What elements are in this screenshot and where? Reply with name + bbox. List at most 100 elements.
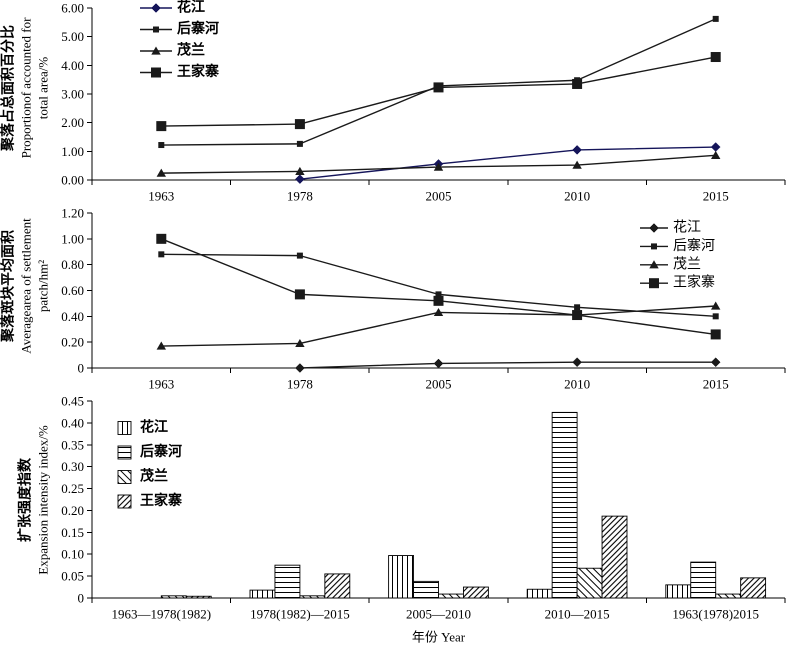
x-tick-label: 2005—2010 (406, 607, 471, 622)
data-point (156, 341, 166, 350)
data-point (294, 289, 305, 300)
x-tick-label: 2010—2015 (545, 607, 610, 622)
y-tick-label: 4.00 (61, 58, 84, 73)
y-tick-label: 0.15 (61, 525, 84, 540)
legend-label: 花江 (673, 220, 701, 236)
bar (413, 580, 439, 599)
series-line (161, 18, 716, 146)
series-line (161, 238, 716, 336)
data-point (572, 78, 583, 89)
data-point (710, 329, 721, 340)
y-tick-label: 0.20 (61, 335, 84, 350)
data-point (295, 174, 305, 184)
bar (274, 564, 301, 599)
y-axis-title-line: Expansion intensity index/% (36, 425, 51, 575)
x-tick-label: 1978 (287, 377, 313, 392)
y-tick-label: 0.25 (61, 481, 84, 496)
data-point (711, 150, 721, 159)
y-tick-label: 0.10 (61, 547, 84, 562)
bar (324, 573, 351, 599)
data-point (710, 357, 721, 368)
legend-item: 茂兰 (640, 255, 701, 272)
bar (526, 588, 553, 599)
legend-marker (151, 3, 161, 13)
y-tick-label: 0.05 (61, 569, 84, 584)
legend-item: 茂兰 (140, 42, 205, 59)
bar (715, 593, 742, 599)
legend-swatch (117, 421, 132, 435)
series-1 (295, 142, 721, 184)
y-axis-title: 聚落占总面积百分比 Proportionof accounted for total… (0, 17, 51, 158)
y-axis-title-line: Proportionof accounted for (19, 17, 34, 158)
legend-label: 后寨河 (177, 20, 219, 37)
series-4 (156, 52, 721, 132)
x-tick-label: 2005 (426, 189, 452, 204)
x-tick-label: 2015 (703, 189, 729, 204)
bar (388, 555, 415, 599)
series-line (299, 361, 716, 369)
series-line (161, 253, 716, 318)
legend-swatch (117, 470, 132, 484)
series-2 (274, 411, 717, 599)
legend-swatch (117, 445, 132, 460)
y-tick-label: 0.20 (61, 503, 84, 518)
data-point (158, 251, 165, 258)
y-axis-title-line: total area/% (36, 57, 51, 120)
y-axis-title-line: patch/hm² (36, 260, 51, 312)
data-point (433, 295, 444, 306)
x-tick-label: 2015 (703, 377, 729, 392)
y-tick-label: 6.00 (61, 1, 84, 16)
y-tick-label: 2.00 (61, 115, 84, 130)
data-point (712, 15, 719, 22)
data-point (572, 357, 582, 368)
y-tick-label: 0.00 (61, 173, 84, 188)
legend-label: 花江 (177, 0, 205, 16)
bar (601, 515, 628, 599)
data-point (156, 168, 166, 177)
bar (299, 595, 326, 599)
legend-marker (151, 67, 161, 78)
series-line (299, 146, 716, 180)
data-point (295, 338, 305, 348)
legend-label: 后寨河 (140, 443, 182, 460)
legend-marker (651, 243, 657, 250)
y-axis-title: 扩张强度指数 Expansion intensity index/% (17, 425, 51, 575)
data-point (295, 166, 305, 175)
y-tick-label: 0 (78, 361, 85, 376)
data-point (295, 363, 305, 373)
legend-label: 王家寨 (177, 63, 220, 80)
legend-label: 茂兰 (673, 255, 701, 272)
x-tick-label: 1978 (287, 189, 313, 204)
x-tick-label: 1963 (148, 189, 174, 204)
data-point (296, 252, 303, 259)
series-1 (249, 555, 692, 599)
y-axis-title-line: 扩张强度指数 (17, 457, 34, 542)
x-axis-title: 年份 Year (412, 630, 466, 645)
legend-item: 花江 (140, 0, 205, 16)
legend-item: 花江 (117, 419, 168, 436)
bar (551, 411, 578, 599)
legend-marker (153, 26, 159, 33)
legend-marker (151, 46, 161, 55)
series-3 (160, 567, 742, 599)
y-axis-title-line: 聚落斑块平均面积 (0, 230, 17, 343)
y-tick-label: 0.40 (61, 309, 84, 324)
series-3 (156, 301, 721, 350)
series-2 (158, 251, 719, 320)
data-point (711, 301, 721, 310)
legend-item: 王家寨 (117, 492, 183, 509)
bar (160, 595, 187, 599)
data-point (156, 121, 167, 132)
bar (740, 577, 767, 599)
chart-panel-3: 扩张强度指数 Expansion intensity index/% 0 0.05 0.… (17, 394, 786, 645)
legend-marker (649, 260, 659, 269)
legend-label: 茂兰 (140, 468, 168, 485)
legend-item: 花江 (640, 220, 701, 236)
data-point (712, 313, 719, 320)
legend-item: 后寨河 (117, 443, 182, 460)
data-point (710, 142, 721, 152)
chart-panel-1: 聚落占总面积百分比 Proportionof accounted for total… (0, 0, 786, 204)
data-point (156, 233, 167, 244)
